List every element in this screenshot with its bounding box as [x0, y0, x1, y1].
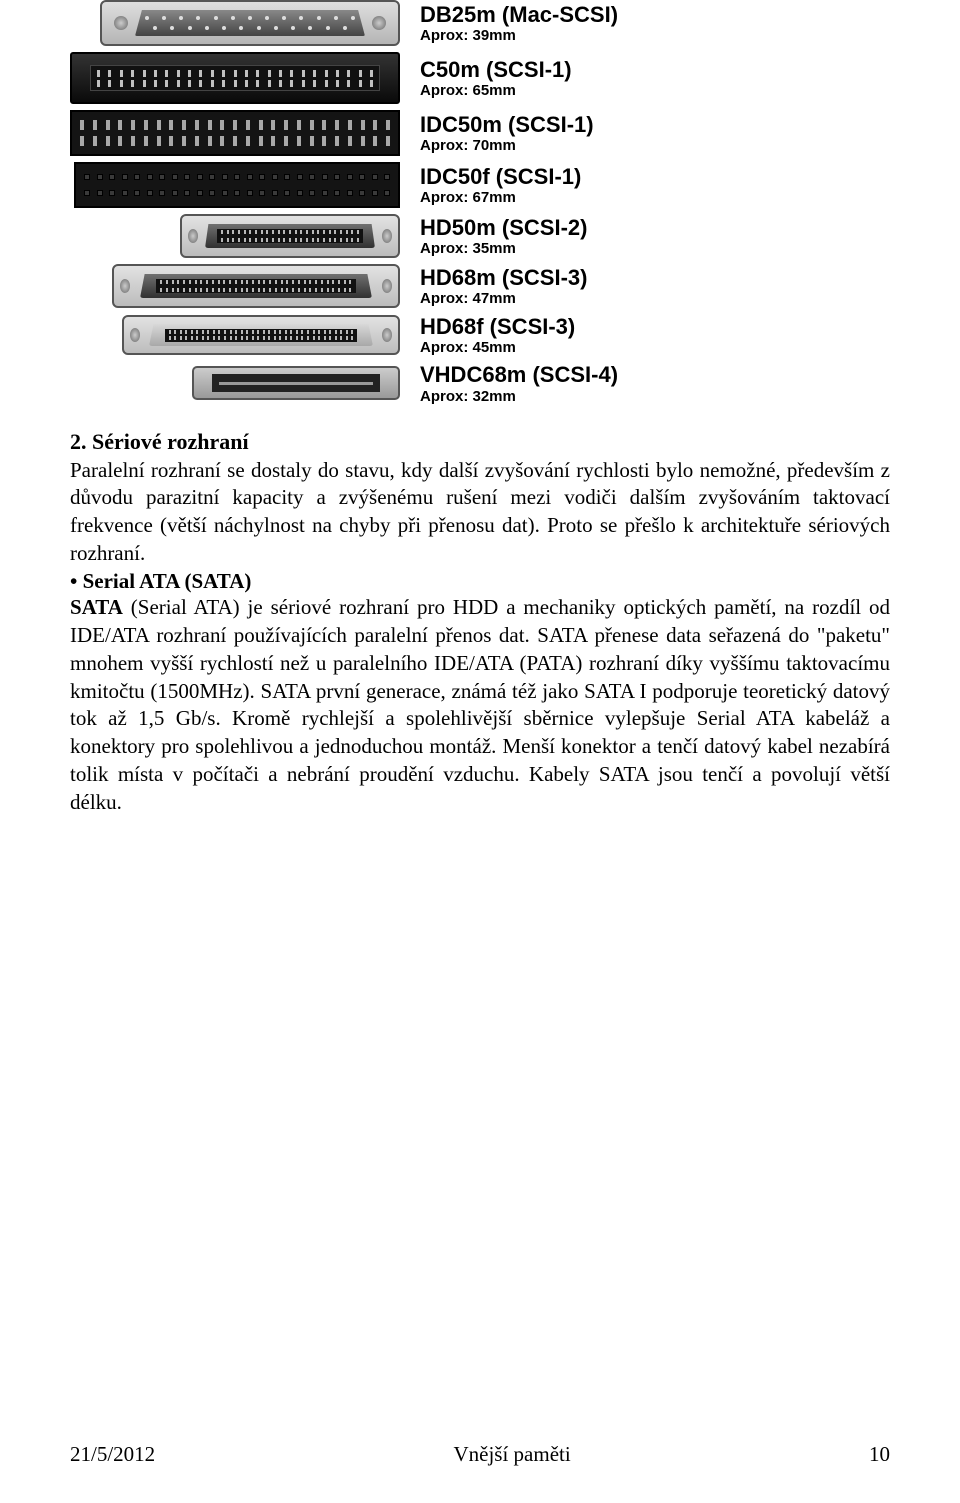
- idc50m-connector-icon: [70, 110, 400, 156]
- connector-label: VHDC68m (SCSI-4) Aprox: 32mm: [420, 362, 890, 404]
- paragraph-1: Paralelní rozhraní se dostaly do stavu, …: [70, 457, 890, 568]
- connector-label: HD50m (SCSI-2) Aprox: 35mm: [420, 215, 890, 257]
- db25-connector-icon: [100, 0, 400, 46]
- connector-sub: Aprox: 65mm: [420, 82, 890, 99]
- sata-bold: SATA: [70, 595, 123, 619]
- db25-shell: [135, 10, 365, 36]
- connector-label: HD68f (SCSI-3) Aprox: 45mm: [420, 314, 890, 356]
- connector-sub: Aprox: 47mm: [420, 290, 890, 307]
- footer-date: 21/5/2012: [70, 1442, 155, 1467]
- c50-connector-icon: [70, 52, 400, 104]
- hd68f-connector-icon: [122, 315, 400, 355]
- paragraph-2-body: (Serial ATA) je sériové rozhraní pro HDD…: [70, 595, 890, 813]
- connector-sub: Aprox: 67mm: [420, 189, 890, 206]
- hd68m-connector-icon: [112, 264, 400, 308]
- connector-title: IDC50m (SCSI-1): [420, 112, 890, 137]
- connector-row-c50m: C50m (SCSI-1) Aprox: 65mm: [70, 52, 890, 104]
- connector-title: VHDC68m (SCSI-4): [420, 362, 890, 387]
- connector-row-hd50m: HD50m (SCSI-2) Aprox: 35mm: [70, 214, 890, 258]
- page-footer: 21/5/2012 Vnější paměti 10: [70, 1442, 890, 1467]
- connector-graphic-vhdc68m: [70, 366, 420, 400]
- connector-graphic-idc50m: [70, 110, 420, 156]
- connector-row-hd68f: HD68f (SCSI-3) Aprox: 45mm: [70, 314, 890, 356]
- connector-label: IDC50m (SCSI-1) Aprox: 70mm: [420, 112, 890, 154]
- connector-title: C50m (SCSI-1): [420, 57, 890, 82]
- connector-label: HD68m (SCSI-3) Aprox: 47mm: [420, 265, 890, 307]
- connector-row-vhdc68m: VHDC68m (SCSI-4) Aprox: 32mm: [70, 362, 890, 404]
- connector-graphic-idc50f: [70, 162, 420, 208]
- footer-page-number: 10: [869, 1442, 890, 1467]
- paragraph-2: SATA (Serial ATA) je sériové rozhraní pr…: [70, 594, 890, 816]
- connector-sub: Aprox: 45mm: [420, 339, 890, 356]
- connector-row-hd68m: HD68m (SCSI-3) Aprox: 47mm: [70, 264, 890, 308]
- connector-sub: Aprox: 39mm: [420, 27, 890, 44]
- section-heading: 2. Sériové rozhraní: [70, 429, 890, 455]
- hd50m-connector-icon: [180, 214, 400, 258]
- connector-graphic-hd68m: [70, 264, 420, 308]
- connector-title: HD68m (SCSI-3): [420, 265, 890, 290]
- connector-label: C50m (SCSI-1) Aprox: 65mm: [420, 57, 890, 99]
- connector-graphic-hd50m: [70, 214, 420, 258]
- connector-title: IDC50f (SCSI-1): [420, 164, 890, 189]
- footer-title: Vnější paměti: [453, 1442, 570, 1467]
- connector-list: DB25m (Mac-SCSI) Aprox: 39mm C50m (SCSI-…: [70, 0, 890, 405]
- connector-graphic-hd68f: [70, 315, 420, 355]
- vhdc68m-connector-icon: [192, 366, 400, 400]
- connector-sub: Aprox: 70mm: [420, 137, 890, 154]
- idc50f-connector-icon: [74, 162, 400, 208]
- connector-label: DB25m (Mac-SCSI) Aprox: 39mm: [420, 2, 890, 44]
- page: DB25m (Mac-SCSI) Aprox: 39mm C50m (SCSI-…: [0, 0, 960, 816]
- connector-title: HD50m (SCSI-2): [420, 215, 890, 240]
- connector-row-db25m: DB25m (Mac-SCSI) Aprox: 39mm: [70, 0, 890, 46]
- connector-label: IDC50f (SCSI-1) Aprox: 67mm: [420, 164, 890, 206]
- connector-sub: Aprox: 32mm: [420, 388, 890, 405]
- connector-graphic-db25m: [70, 0, 420, 46]
- subsection-bullet: • Serial ATA (SATA): [70, 569, 890, 594]
- connector-title: DB25m (Mac-SCSI): [420, 2, 890, 27]
- connector-row-idc50f: IDC50f (SCSI-1) Aprox: 67mm: [70, 162, 890, 208]
- connector-graphic-c50m: [70, 52, 420, 104]
- connector-sub: Aprox: 35mm: [420, 240, 890, 257]
- connector-title: HD68f (SCSI-3): [420, 314, 890, 339]
- connector-row-idc50m: IDC50m (SCSI-1) Aprox: 70mm: [70, 110, 890, 156]
